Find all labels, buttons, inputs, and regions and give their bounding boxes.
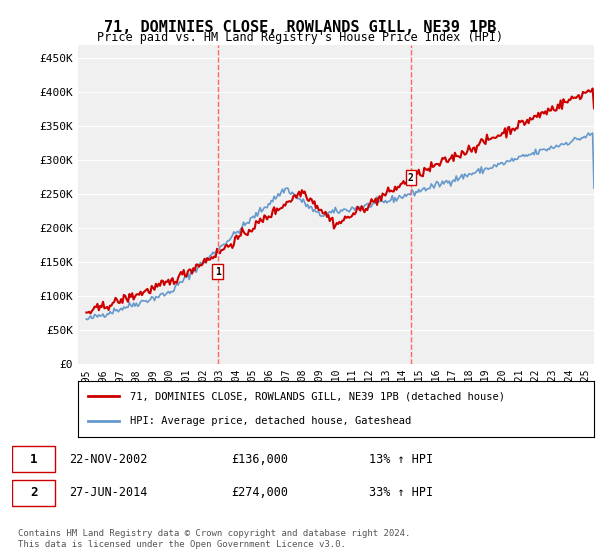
FancyBboxPatch shape: [12, 446, 55, 472]
Text: Price paid vs. HM Land Registry's House Price Index (HPI): Price paid vs. HM Land Registry's House …: [97, 31, 503, 44]
Text: 2: 2: [30, 486, 37, 500]
FancyBboxPatch shape: [12, 480, 55, 506]
Text: 71, DOMINIES CLOSE, ROWLANDS GILL, NE39 1PB (detached house): 71, DOMINIES CLOSE, ROWLANDS GILL, NE39 …: [130, 391, 505, 402]
Text: 13% ↑ HPI: 13% ↑ HPI: [369, 452, 433, 466]
Text: 1: 1: [30, 452, 37, 466]
Text: 1: 1: [215, 267, 221, 277]
Text: £136,000: £136,000: [231, 452, 288, 466]
Text: 71, DOMINIES CLOSE, ROWLANDS GILL, NE39 1PB: 71, DOMINIES CLOSE, ROWLANDS GILL, NE39 …: [104, 20, 496, 35]
Text: Contains HM Land Registry data © Crown copyright and database right 2024.
This d: Contains HM Land Registry data © Crown c…: [18, 529, 410, 549]
Text: 2: 2: [408, 173, 414, 183]
Text: 22-NOV-2002: 22-NOV-2002: [70, 452, 148, 466]
Text: 27-JUN-2014: 27-JUN-2014: [70, 486, 148, 500]
Text: HPI: Average price, detached house, Gateshead: HPI: Average price, detached house, Gate…: [130, 416, 411, 426]
Text: £274,000: £274,000: [231, 486, 288, 500]
Text: 33% ↑ HPI: 33% ↑ HPI: [369, 486, 433, 500]
